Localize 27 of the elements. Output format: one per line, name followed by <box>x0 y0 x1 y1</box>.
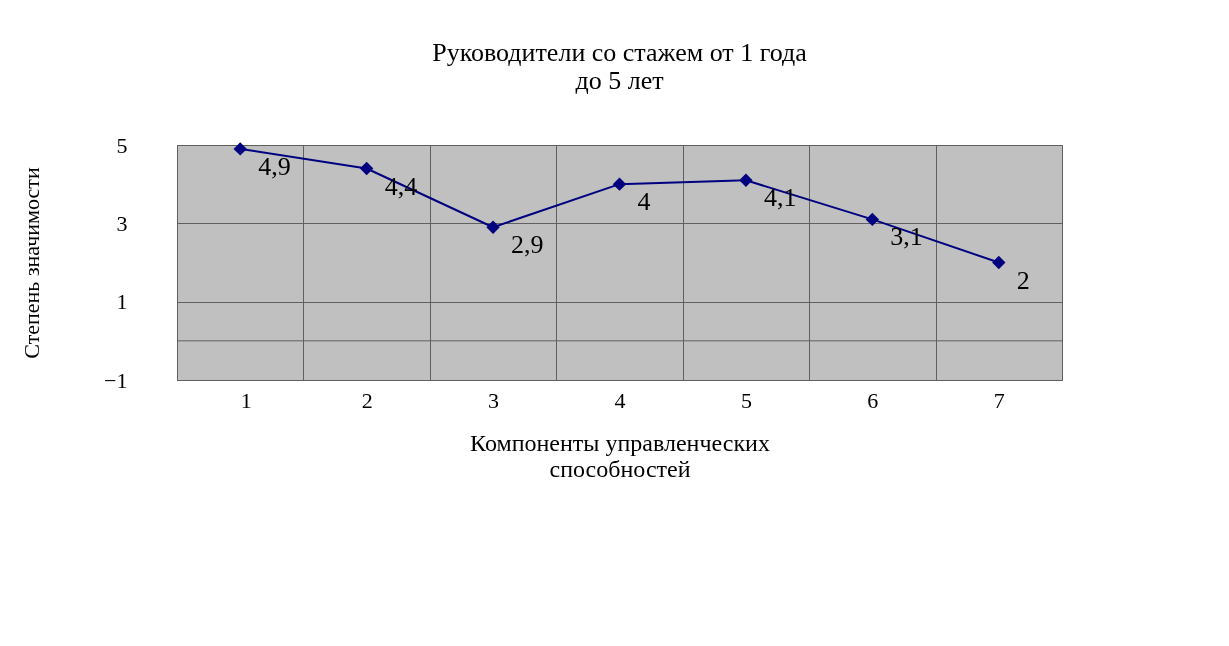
x-tick-label: 7 <box>993 387 1005 413</box>
y-tick-label: 1 <box>116 289 128 315</box>
point <box>233 142 247 156</box>
data-label: 2,9 <box>511 230 544 260</box>
point <box>612 177 627 191</box>
data-label: 4,1 <box>763 183 797 213</box>
x-axis-title: Компоненты управленческих способностей <box>470 429 770 482</box>
point <box>486 220 500 234</box>
data-label: 4 <box>637 187 651 217</box>
y-tick-label: 3 <box>116 210 128 236</box>
x-tick-label: 3 <box>488 387 500 413</box>
point <box>992 255 1006 270</box>
x-tick-label: 1 <box>240 387 252 413</box>
x-tick-label: 4 <box>614 387 626 413</box>
x-tick-label: 2 <box>361 387 373 413</box>
data-label: 4,9 <box>258 151 291 181</box>
y-axis-title: Степень значимости <box>19 167 45 359</box>
data-label: 2 <box>1016 265 1030 295</box>
data-label: 3,1 <box>890 222 923 252</box>
x-tick-label: 5 <box>740 387 752 413</box>
point <box>359 161 374 176</box>
point <box>739 173 753 187</box>
x-tick-label: 6 <box>867 387 879 413</box>
chart-title: Руководители со стажем от 1 года до 5 лет <box>432 38 808 95</box>
y-tick-label: −1 <box>104 367 128 393</box>
y-tick-label: 5 <box>116 132 128 158</box>
point <box>865 212 880 227</box>
